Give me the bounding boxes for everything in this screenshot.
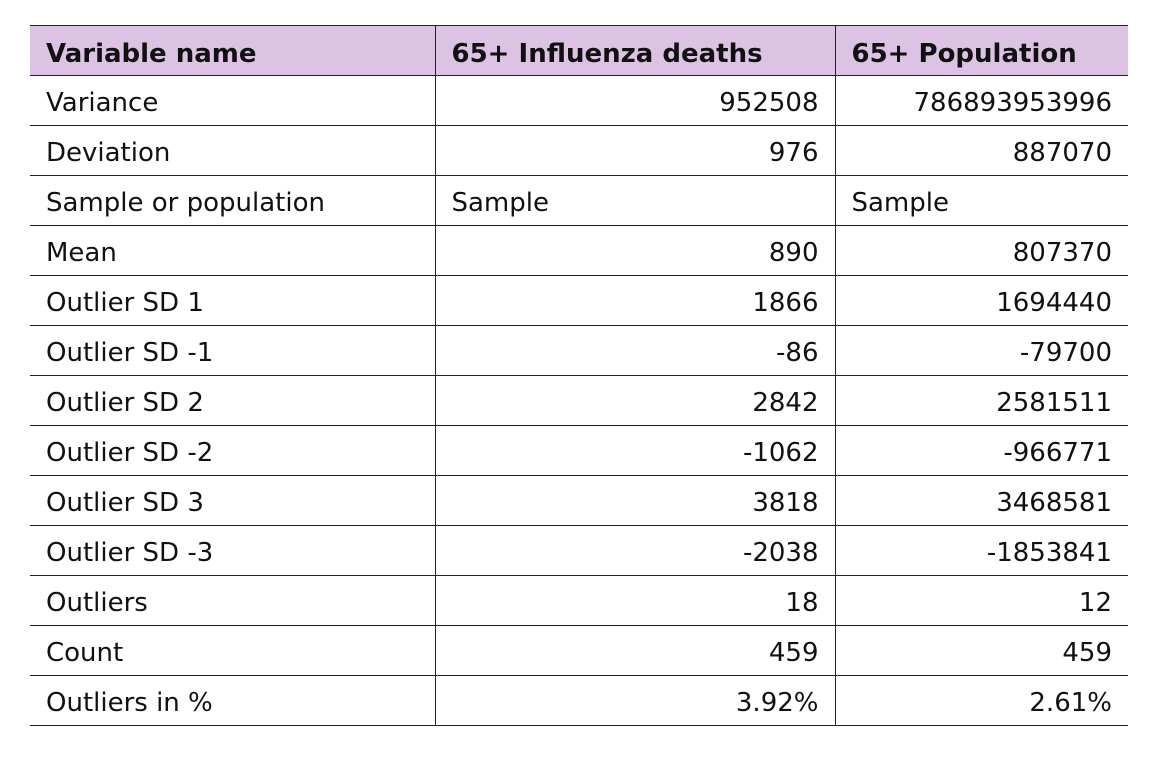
population-value: 887070 — [834, 125, 1128, 176]
influenza-deaths-value: -1062 — [434, 425, 836, 476]
header-population: 65+ Population — [834, 25, 1128, 76]
table-row: Deviation 976 887070 — [30, 125, 1128, 176]
statistics-table: Variable name 65+ Influenza deaths 65+ P… — [30, 25, 1128, 726]
influenza-deaths-value: 1866 — [434, 275, 836, 326]
population-value: 12 — [834, 575, 1128, 626]
table-body: Variance 952508 786893953996 Deviation 976 88… — [30, 75, 1128, 726]
table-row: Outliers in % 3.92% 2.61% — [30, 675, 1128, 726]
table-row: Count 459 459 — [30, 625, 1128, 676]
population-value: 1694440 — [834, 275, 1128, 326]
row-label: Outlier SD 2 — [30, 375, 436, 426]
row-label: Outliers — [30, 575, 436, 626]
population-value: -79700 — [834, 325, 1128, 376]
influenza-deaths-value: -86 — [434, 325, 836, 376]
row-label: Outliers in % — [30, 675, 436, 726]
row-label: Outlier SD -3 — [30, 525, 436, 576]
table-row: Outlier SD 1 1866 1694440 — [30, 275, 1128, 326]
table-row: Outlier SD -1 -86 -79700 — [30, 325, 1128, 376]
influenza-deaths-value: 2842 — [434, 375, 836, 426]
influenza-deaths-value: 952508 — [434, 75, 836, 126]
population-value: 2581511 — [834, 375, 1128, 426]
population-value: 3468581 — [834, 475, 1128, 526]
table-row: Mean 890 807370 — [30, 225, 1128, 276]
influenza-deaths-value: -2038 — [434, 525, 836, 576]
influenza-deaths-value: 890 — [434, 225, 836, 276]
statistics-table-container: Variable name 65+ Influenza deaths 65+ P… — [30, 25, 1128, 726]
header-variable-name: Variable name — [30, 25, 436, 76]
row-label: Mean — [30, 225, 436, 276]
table-row: Outlier SD 3 3818 3468581 — [30, 475, 1128, 526]
header-influenza-deaths: 65+ Influenza deaths — [434, 25, 836, 76]
row-label: Outlier SD -2 — [30, 425, 436, 476]
row-label: Outlier SD -1 — [30, 325, 436, 376]
table-row: Outlier SD -2 -1062 -966771 — [30, 425, 1128, 476]
influenza-deaths-value: 3818 — [434, 475, 836, 526]
influenza-deaths-value: 18 — [434, 575, 836, 626]
population-value: 459 — [834, 625, 1128, 676]
table-row: Sample or population Sample Sample — [30, 175, 1128, 226]
population-value: -966771 — [834, 425, 1128, 476]
table-row: Outliers 18 12 — [30, 575, 1128, 626]
table-header-row: Variable name 65+ Influenza deaths 65+ P… — [30, 25, 1128, 76]
influenza-deaths-value: Sample — [434, 175, 836, 226]
population-value: 2.61% — [834, 675, 1128, 726]
table-row: Variance 952508 786893953996 — [30, 75, 1128, 126]
row-label: Variance — [30, 75, 436, 126]
table-row: Outlier SD -3 -2038 -1853841 — [30, 525, 1128, 576]
row-label: Outlier SD 1 — [30, 275, 436, 326]
population-value: Sample — [834, 175, 1128, 226]
row-label: Count — [30, 625, 436, 676]
population-value: 786893953996 — [834, 75, 1128, 126]
table-row: Outlier SD 2 2842 2581511 — [30, 375, 1128, 426]
row-label: Outlier SD 3 — [30, 475, 436, 526]
influenza-deaths-value: 3.92% — [434, 675, 836, 726]
row-label: Sample or population — [30, 175, 436, 226]
population-value: 807370 — [834, 225, 1128, 276]
population-value: -1853841 — [834, 525, 1128, 576]
influenza-deaths-value: 459 — [434, 625, 836, 676]
row-label: Deviation — [30, 125, 436, 176]
influenza-deaths-value: 976 — [434, 125, 836, 176]
